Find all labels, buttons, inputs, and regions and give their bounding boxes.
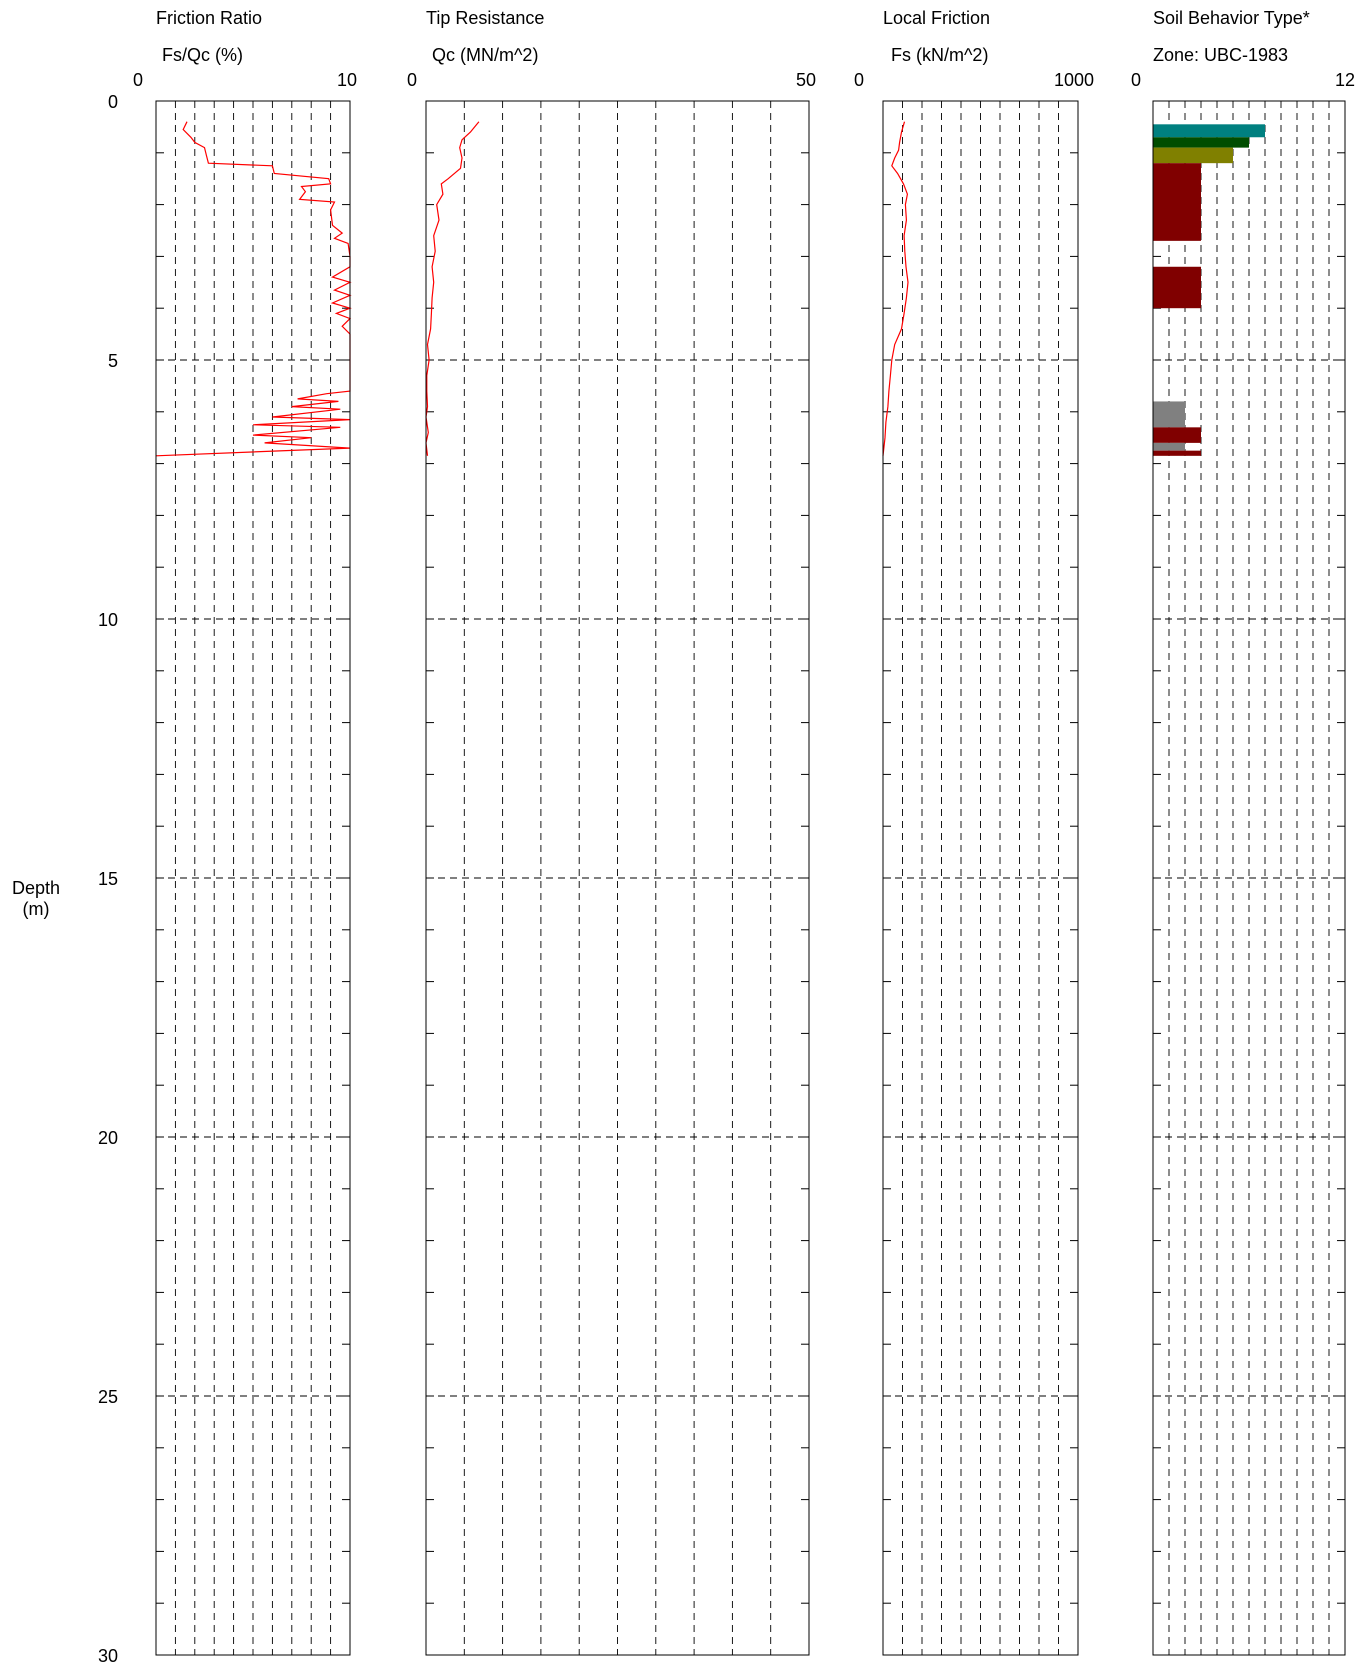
data-series-line — [425, 121, 480, 456]
chart-panels: Friction Ratio Fs/Qc (%) 0 10 Tip Resistance… — [133, 8, 1355, 1656]
soil-zone-bar — [1153, 442, 1185, 451]
soil-zone-bar — [1153, 137, 1249, 148]
panel-frame — [425, 100, 810, 1656]
depth-axis: 0 5 10 15 20 25 30 — [98, 92, 118, 1665]
panel-x-axis-label: Zone: UBC-1983 — [1153, 45, 1288, 65]
panel-title: Tip Resistance — [426, 8, 544, 28]
soil-zone-bar — [1153, 124, 1265, 138]
panel-frame — [155, 100, 351, 1656]
soil-zone-bar — [1153, 147, 1233, 164]
panel-frame — [1152, 100, 1346, 1656]
x-tick-label: 0 — [407, 70, 417, 90]
depth-tick-label: 20 — [98, 1128, 118, 1148]
depth-tick-label: 15 — [98, 869, 118, 889]
x-tick-label: 0 — [133, 70, 143, 90]
depth-axis-label: Depth — [12, 878, 60, 898]
depth-tick-label: 0 — [108, 92, 118, 112]
x-tick-label: 0 — [854, 70, 864, 90]
depth-tick-label: 25 — [98, 1387, 118, 1407]
depth-axis-unit: (m) — [23, 899, 50, 919]
panel-x-axis-label: Fs (kN/m^2) — [891, 45, 988, 65]
x-tick-label: 0 — [1131, 70, 1141, 90]
x-tick-label: 10 — [337, 70, 357, 90]
soil-zone-bar — [1153, 266, 1201, 309]
data-series-line — [155, 121, 352, 457]
x-tick-label: 12 — [1335, 70, 1355, 90]
depth-tick-label: 5 — [108, 351, 118, 371]
soil-zone-bar — [1153, 427, 1201, 443]
panel-soil-behavior-type: Soil Behavior Type* Zone: UBC-1983 0 12 — [1131, 8, 1355, 1656]
panel-tip-resistance: Tip Resistance Qc (MN/m^2) 0 50 — [407, 8, 816, 1656]
data-series-line — [882, 121, 909, 456]
x-tick-label: 50 — [796, 70, 816, 90]
depth-tick-label: 10 — [98, 610, 118, 630]
x-tick-label: 1000 — [1054, 70, 1094, 90]
panel-local-friction: Local Friction Fs (kN/m^2) 0 1000 — [854, 8, 1094, 1656]
panel-x-axis-label: Fs/Qc (%) — [162, 45, 243, 65]
depth-tick-label: 30 — [98, 1646, 118, 1665]
soil-zone-bar — [1153, 401, 1185, 428]
soil-zone-bar — [1153, 450, 1201, 456]
panel-x-axis-label: Qc (MN/m^2) — [432, 45, 538, 65]
panel-title: Friction Ratio — [156, 8, 262, 28]
panel-frame — [882, 100, 1079, 1656]
panel-friction-ratio: Friction Ratio Fs/Qc (%) 0 10 — [133, 8, 357, 1656]
panel-title: Soil Behavior Type* — [1153, 8, 1310, 28]
panel-title: Local Friction — [883, 8, 990, 28]
soil-zone-bar — [1153, 163, 1201, 241]
